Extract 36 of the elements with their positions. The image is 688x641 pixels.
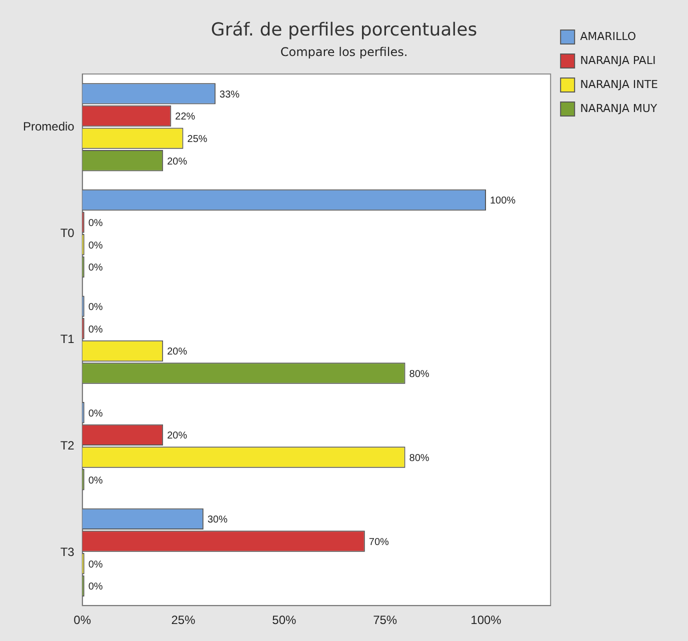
chart-title: Gráf. de perfiles porcentuales [210, 19, 478, 40]
data-label: 20% [167, 346, 188, 358]
x-tick-label: 75% [373, 613, 398, 628]
data-label: 25% [187, 134, 208, 146]
chart-subtitle: Compare los perfiles. [280, 44, 408, 59]
data-label: 0% [88, 302, 103, 314]
legend-label: NARANJA PALI [580, 54, 656, 67]
data-label: 70% [368, 537, 390, 548]
data-label: 33% [220, 89, 240, 100]
legend-label: NARANJA MUY [580, 102, 658, 115]
x-tick-label: 100% [470, 613, 502, 628]
data-label: 22% [175, 112, 196, 123]
legend-label: NARANJA INTE [580, 78, 658, 91]
y-tick-label: T0 [60, 226, 75, 240]
data-label: 20% [167, 430, 188, 442]
data-label: 0% [88, 408, 103, 420]
data-label: 20% [167, 156, 188, 168]
data-label: 80% [409, 453, 430, 464]
x-tick-label: 0% [74, 613, 92, 628]
x-tick-label: 25% [171, 613, 196, 628]
data-label: 80% [409, 369, 430, 380]
data-label: 30% [207, 514, 228, 526]
data-label: 0% [88, 582, 103, 593]
data-label: 0% [88, 240, 103, 252]
data-label: 0% [88, 475, 103, 486]
data-label: 100% [490, 196, 516, 207]
y-tick-label: Promedio [23, 119, 75, 134]
data-label: 0% [88, 559, 103, 570]
data-label: 0% [88, 262, 103, 274]
y-tick-label: T2 [60, 438, 75, 452]
data-label: 0% [88, 218, 103, 230]
legend-label: AMARILLO [580, 30, 636, 43]
y-tick-label: T1 [60, 332, 75, 346]
x-tick-label: 50% [272, 613, 297, 628]
y-tick-label: T3 [60, 544, 75, 559]
data-label: 0% [88, 324, 103, 336]
